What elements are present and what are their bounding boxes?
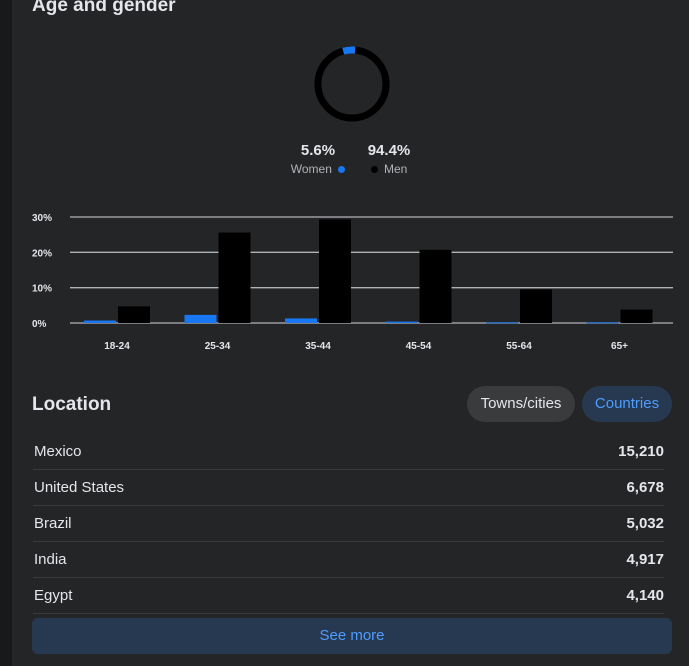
location-value: 6,678 [626,479,664,496]
location-row: United States 6,678 [33,470,664,506]
bar-men [520,289,552,323]
women-percent: 5.6% [300,142,336,159]
y-tick-label: 0% [32,319,47,330]
see-more-button[interactable]: See more [32,618,672,654]
towns-cities-button[interactable]: Towns/cities [467,386,575,422]
audience-card: Age and gender 5.6% Women 94.4% Men 0% 10… [12,0,689,666]
bar-men [218,232,251,323]
bar-women [285,318,317,323]
y-tick-label: 10% [32,284,52,295]
x-tick-label: 35-44 [305,341,331,352]
bar-women [84,320,116,323]
x-tick-label: 45-54 [406,341,432,352]
location-value: 4,917 [626,551,664,568]
men-percent: 94.4% [367,142,411,159]
women-stat: 5.6% Women [278,142,358,176]
location-name: Egypt [34,587,73,604]
location-value: 15,210 [618,443,664,460]
location-name: Brazil [34,515,72,532]
age-bar-chart: 0% 10% 20% 30% 18-24 25-34 35-44 45-54 55-64 65+ [32,213,673,352]
location-name: United States [34,479,125,496]
x-tick-label: 18-24 [104,341,130,352]
location-row: India 4,917 [33,542,664,578]
bar-women [385,321,418,323]
bar-women [586,322,619,324]
x-tick-label: 55-64 [506,341,532,352]
location-row: Egypt 4,140 [33,578,664,614]
men-stat: 94.4% Men [349,142,429,176]
age-gender-title: Age and gender [32,0,176,16]
bar-men [118,306,150,323]
gender-donut-chart [314,46,390,122]
location-name: India [34,551,67,568]
location-value: 5,032 [626,515,664,532]
y-tick-label: 30% [32,213,52,224]
men-legend-dot [370,166,378,174]
bar-women [486,322,518,324]
bar-men [319,219,351,323]
left-edge-panel [0,0,12,666]
women-legend-dot [338,166,346,174]
location-title: Location [32,394,112,415]
location-row: Brazil 5,032 [33,506,664,542]
location-name: Mexico [34,443,82,460]
location-value: 4,140 [626,587,664,604]
location-list: Mexico 15,210 United States 6,678 Brazil 5,03… [33,434,664,614]
y-tick-label: 20% [32,248,52,259]
men-label: Men [384,162,408,176]
bar-men [620,309,653,323]
x-tick-label: 25-34 [205,341,231,352]
women-label: Women [290,162,332,176]
countries-button[interactable]: Countries [582,386,672,422]
donut-women-arc [314,46,390,122]
bar-women [184,314,217,323]
bar-men [419,249,452,323]
donut-men-ring [314,46,390,122]
x-tick-label: 65+ [611,341,628,352]
location-row: Mexico 15,210 [33,434,664,470]
